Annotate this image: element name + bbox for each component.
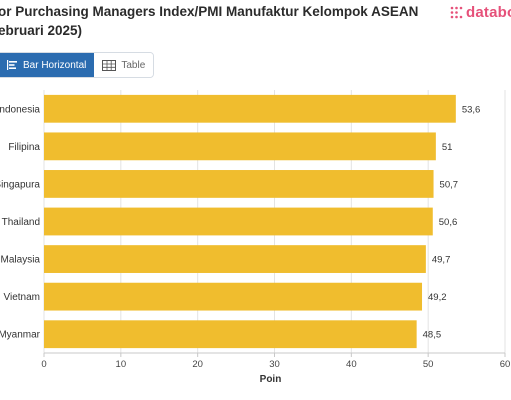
value-label-singapura: 50,7 bbox=[440, 179, 459, 190]
bar-singapura bbox=[44, 170, 434, 198]
category-label-thailand: Thailand bbox=[2, 217, 40, 228]
x-tick-label-1: 10 bbox=[116, 359, 127, 370]
value-label-vietnam: 49,2 bbox=[428, 292, 447, 303]
bar-malaysia bbox=[44, 245, 426, 273]
category-label-filipina: Filipina bbox=[8, 142, 40, 153]
x-tick-label-6: 60 bbox=[500, 359, 511, 370]
value-label-malaysia: 49,7 bbox=[432, 255, 451, 266]
view-toggle: Bar Horizontal Table bbox=[0, 52, 155, 78]
x-tick-label-5: 50 bbox=[423, 359, 434, 370]
x-tick-label-3: 30 bbox=[269, 359, 280, 370]
category-label-myanmar: Myanmar bbox=[0, 330, 41, 341]
chart-title: or Purchasing Managers Index/PMI Manufak… bbox=[0, 4, 419, 38]
table-label: Table bbox=[121, 59, 146, 71]
value-label-thailand: 50,6 bbox=[439, 217, 458, 228]
bar-horizontal-button[interactable]: Bar Horizontal bbox=[0, 53, 95, 77]
category-label-indonesia: Indonesia bbox=[0, 104, 40, 115]
bar-vietnam bbox=[44, 282, 423, 311]
bar-filipina bbox=[44, 132, 436, 161]
bar-indonesia bbox=[44, 94, 456, 123]
category-label-singapura: Singapura bbox=[0, 179, 40, 190]
brand-logo: databo bbox=[450, 3, 511, 21]
value-label-indonesia: 53,6 bbox=[462, 104, 481, 115]
bar-thailand bbox=[44, 207, 433, 236]
databoks-logo-icon bbox=[450, 6, 463, 18]
x-tick-label-0: 0 bbox=[41, 359, 46, 370]
value-label-myanmar: 48,5 bbox=[423, 330, 442, 341]
table-icon bbox=[102, 59, 117, 71]
x-axis-title: Poin bbox=[260, 374, 282, 385]
value-label-filipina: 51 bbox=[442, 142, 453, 153]
table-button[interactable]: Table bbox=[94, 53, 154, 77]
x-tick-label-2: 20 bbox=[192, 359, 203, 370]
category-label-vietnam: Vietnam bbox=[3, 292, 40, 303]
category-label-malaysia: Malaysia bbox=[1, 255, 41, 266]
brand-name: databo bbox=[466, 3, 511, 21]
bar-myanmar bbox=[44, 320, 417, 349]
bar-chart-icon bbox=[7, 60, 17, 70]
bar-horizontal-label: Bar Horizontal bbox=[23, 59, 87, 71]
x-tick-label-4: 40 bbox=[346, 359, 357, 370]
